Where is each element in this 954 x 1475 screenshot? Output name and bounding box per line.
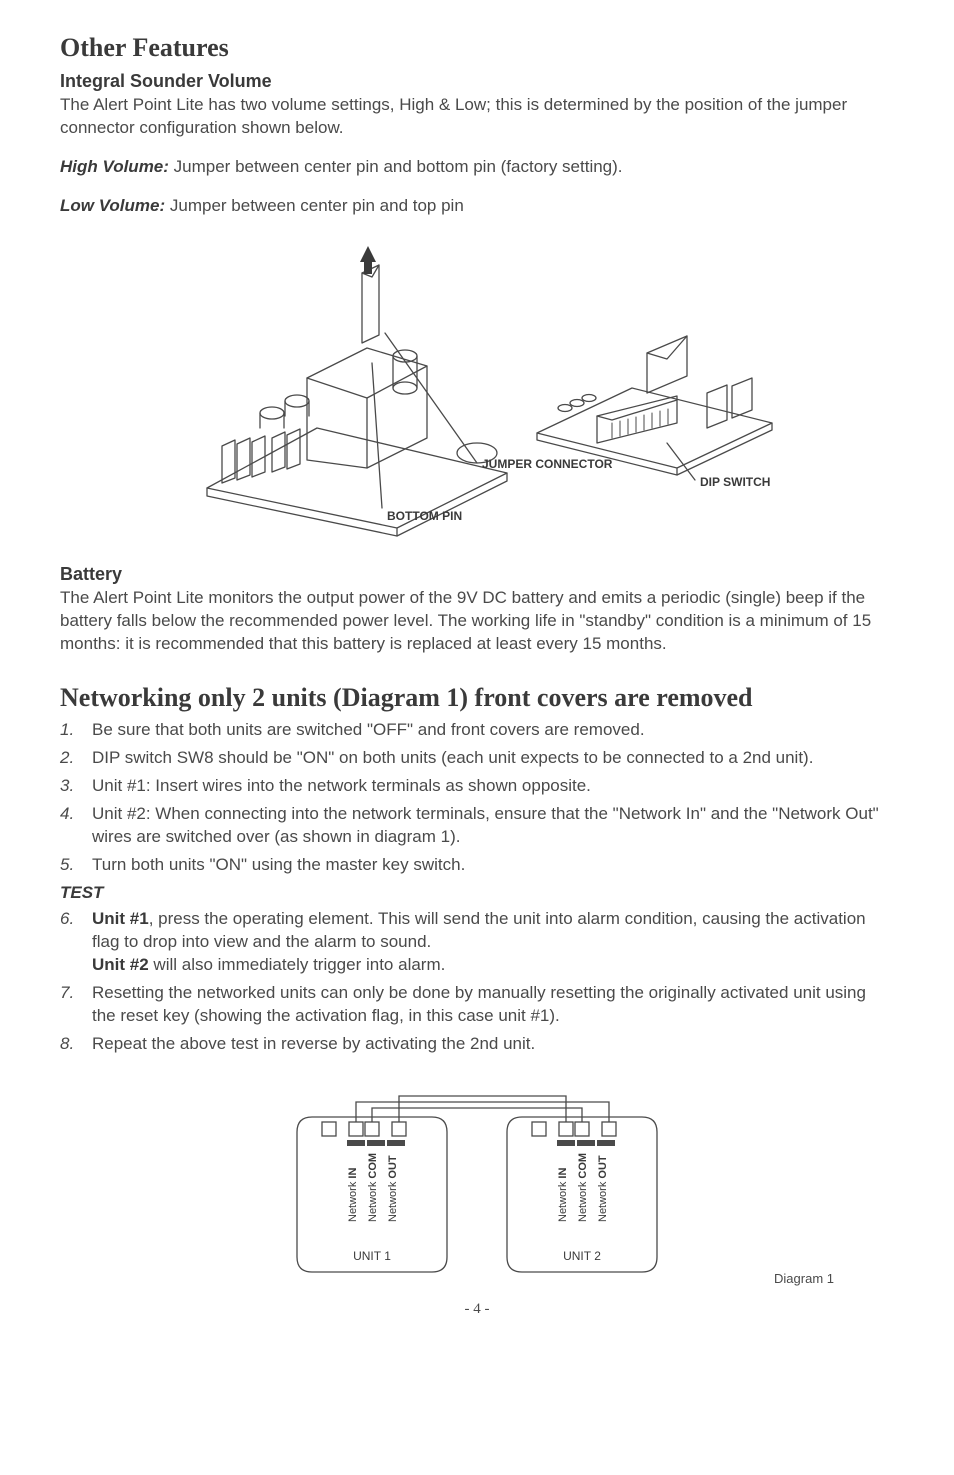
- step-2: DIP switch SW8 should be "ON" on both un…: [60, 747, 894, 770]
- sounder-body: The Alert Point Lite has two volume sett…: [60, 94, 894, 140]
- battery-body: The Alert Point Lite monitors the output…: [60, 587, 894, 656]
- dip-switch-label: DIP SWITCH: [700, 475, 770, 489]
- pcb-diagram-container: JUMPER CONNECTOR BOTTOM PIN DIP SWITCH: [60, 228, 894, 538]
- low-volume-text: Jumper between center pin and top pin: [165, 196, 464, 215]
- battery-heading: Battery: [60, 562, 894, 586]
- step-7: Resetting the networked units can only b…: [60, 982, 894, 1028]
- unit2-text: will also immediately trigger into alarm…: [149, 955, 446, 974]
- bottom-pin-label: BOTTOM PIN: [387, 509, 462, 523]
- networking-test-steps: Unit #1, press the operating element. Th…: [60, 908, 894, 1056]
- networking-steps: Be sure that both units are switched "OF…: [60, 719, 894, 877]
- svg-text:Network OUT: Network OUT: [387, 1155, 399, 1222]
- low-volume-label: Low Volume:: [60, 196, 165, 215]
- svg-text:Network IN: Network IN: [347, 1167, 359, 1221]
- high-volume-line: High Volume: Jumper between center pin a…: [60, 156, 894, 179]
- section-title-other-features: Other Features: [60, 30, 894, 65]
- svg-text:Network OUT: Network OUT: [597, 1155, 609, 1222]
- svg-text:Network IN: Network IN: [557, 1167, 569, 1221]
- step-8: Repeat the above test in reverse by acti…: [60, 1033, 894, 1056]
- high-volume-text: Jumper between center pin and bottom pin…: [169, 157, 623, 176]
- svg-text:Network COM: Network COM: [367, 1152, 379, 1221]
- network-diagram: Network IN Network COM Network OUT Netwo…: [267, 1082, 687, 1282]
- section-title-networking: Networking only 2 units (Diagram 1) fron…: [60, 680, 894, 715]
- unit1-text: , press the operating element. This will…: [92, 909, 866, 951]
- high-volume-label: High Volume:: [60, 157, 169, 176]
- unit1-label: Unit #1: [92, 909, 149, 928]
- pcb-diagram: JUMPER CONNECTOR BOTTOM PIN DIP SWITCH: [167, 228, 787, 538]
- step-6: Unit #1, press the operating element. Th…: [60, 908, 894, 977]
- jumper-connector-label: JUMPER CONNECTOR: [482, 457, 613, 471]
- step-3: Unit #1: Insert wires into the network t…: [60, 775, 894, 798]
- step-5: Turn both units "ON" using the master ke…: [60, 854, 894, 877]
- step-4: Unit #2: When connecting into the networ…: [60, 803, 894, 849]
- low-volume-line: Low Volume: Jumper between center pin an…: [60, 195, 894, 218]
- unit2-label: Unit #2: [92, 955, 149, 974]
- step-1: Be sure that both units are switched "OF…: [60, 719, 894, 742]
- unit1-caption: UNIT 1: [353, 1249, 391, 1263]
- unit2-caption: UNIT 2: [563, 1249, 601, 1263]
- page-footer: - 4 -: [60, 1299, 894, 1319]
- network-diagram-container: Network IN Network COM Network OUT Netwo…: [60, 1082, 894, 1282]
- sounder-heading: Integral Sounder Volume: [60, 69, 894, 93]
- svg-text:Network COM: Network COM: [577, 1152, 589, 1221]
- test-heading: TEST: [60, 882, 894, 905]
